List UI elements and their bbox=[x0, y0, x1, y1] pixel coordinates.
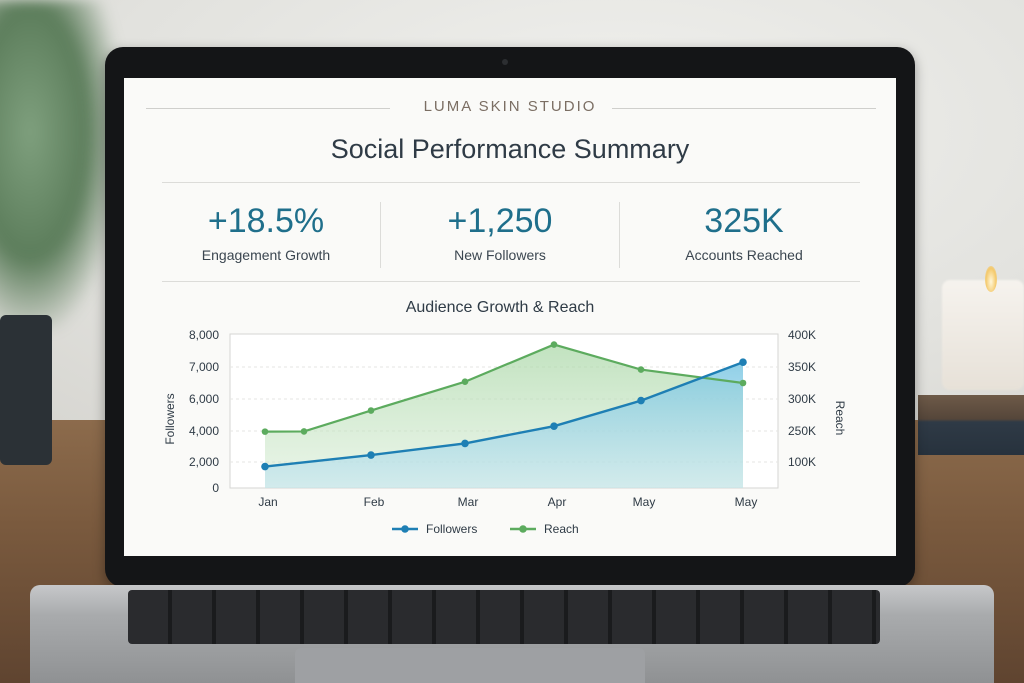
legend-label: Followers bbox=[426, 522, 477, 536]
kpi-value: +1,250 bbox=[447, 202, 553, 240]
followers-point bbox=[739, 358, 747, 367]
brand-rule-right bbox=[612, 108, 876, 109]
legend-marker bbox=[401, 525, 409, 533]
candle-flame bbox=[985, 266, 997, 292]
books bbox=[918, 395, 1024, 455]
y-tick-label: 0 bbox=[212, 481, 219, 495]
kpi-value: 325K bbox=[704, 202, 784, 240]
brand-name: LUMA SKIN STUDIO bbox=[423, 98, 597, 115]
x-tick-label: May bbox=[735, 495, 758, 509]
y2-tick-label: 300K bbox=[788, 392, 816, 406]
x-tick-label: May bbox=[633, 495, 656, 509]
x-tick-label: Jan bbox=[258, 495, 277, 509]
brand-rule-left bbox=[146, 108, 390, 109]
reach-point bbox=[300, 428, 308, 435]
divider-top bbox=[162, 182, 860, 183]
y-tick-label: 2,000 bbox=[189, 455, 219, 469]
kpi-label: Accounts Reached bbox=[685, 247, 803, 263]
keyboard bbox=[128, 590, 880, 644]
y2-tick-label: 400K bbox=[788, 328, 816, 342]
legend-label: Reach bbox=[544, 522, 579, 536]
followers-area bbox=[265, 362, 743, 488]
x-tick-label: Mar bbox=[458, 495, 479, 509]
kpi-label: New Followers bbox=[454, 247, 546, 263]
x-tick-label: Apr bbox=[548, 495, 567, 509]
y-tick-label: 8,000 bbox=[189, 328, 219, 342]
followers-point bbox=[367, 451, 375, 459]
y2-tick-label: 250K bbox=[788, 424, 816, 438]
x-tick-label: Feb bbox=[364, 495, 385, 509]
candle bbox=[942, 280, 1024, 390]
followers-line bbox=[264, 361, 744, 468]
y2-axis-label: Reach bbox=[833, 401, 847, 436]
kpi-label: Engagement Growth bbox=[201, 247, 331, 263]
divider-bottom bbox=[162, 281, 860, 282]
kpi-engagement: +18.5% Engagement Growth bbox=[166, 202, 366, 263]
screen: LUMA SKIN STUDIO Social Performance Summ… bbox=[124, 78, 896, 556]
kpi-divider bbox=[380, 202, 381, 268]
kpi-divider bbox=[619, 202, 620, 268]
reach-point bbox=[550, 341, 558, 348]
y-tick-label: 6,000 bbox=[189, 392, 219, 406]
y2-tick-label: 350K bbox=[788, 360, 816, 374]
y2-tick-label: 100K bbox=[788, 455, 816, 469]
y-axis-label: Followers bbox=[163, 393, 177, 444]
reach-point bbox=[637, 366, 645, 373]
page-title: Social Performance Summary bbox=[330, 134, 690, 164]
plant bbox=[0, 0, 120, 330]
webcam bbox=[502, 59, 508, 65]
followers-point bbox=[461, 439, 469, 448]
reach-point bbox=[461, 378, 469, 386]
followers-point bbox=[261, 462, 269, 471]
audience-chart: 8,000 7,000 6,000 4,000 2,000 0 400K 350K 300K 25… bbox=[163, 328, 847, 536]
plant-pot bbox=[0, 315, 52, 465]
kpi-value: +18.5% bbox=[207, 202, 325, 240]
reach-point bbox=[367, 407, 375, 414]
y-tick-label: 4,000 bbox=[189, 424, 219, 438]
chart-title: Audience Growth & Reach bbox=[405, 299, 595, 316]
followers-point bbox=[637, 396, 645, 405]
kpi-followers: +1,250 New Followers bbox=[400, 202, 600, 263]
reach-point bbox=[739, 379, 747, 387]
followers-point bbox=[550, 422, 558, 431]
legend-marker bbox=[519, 525, 527, 533]
trackpad bbox=[295, 648, 645, 683]
y-tick-label: 7,000 bbox=[189, 360, 219, 374]
kpi-reach: 325K Accounts Reached bbox=[644, 202, 844, 263]
reach-point bbox=[261, 428, 269, 435]
